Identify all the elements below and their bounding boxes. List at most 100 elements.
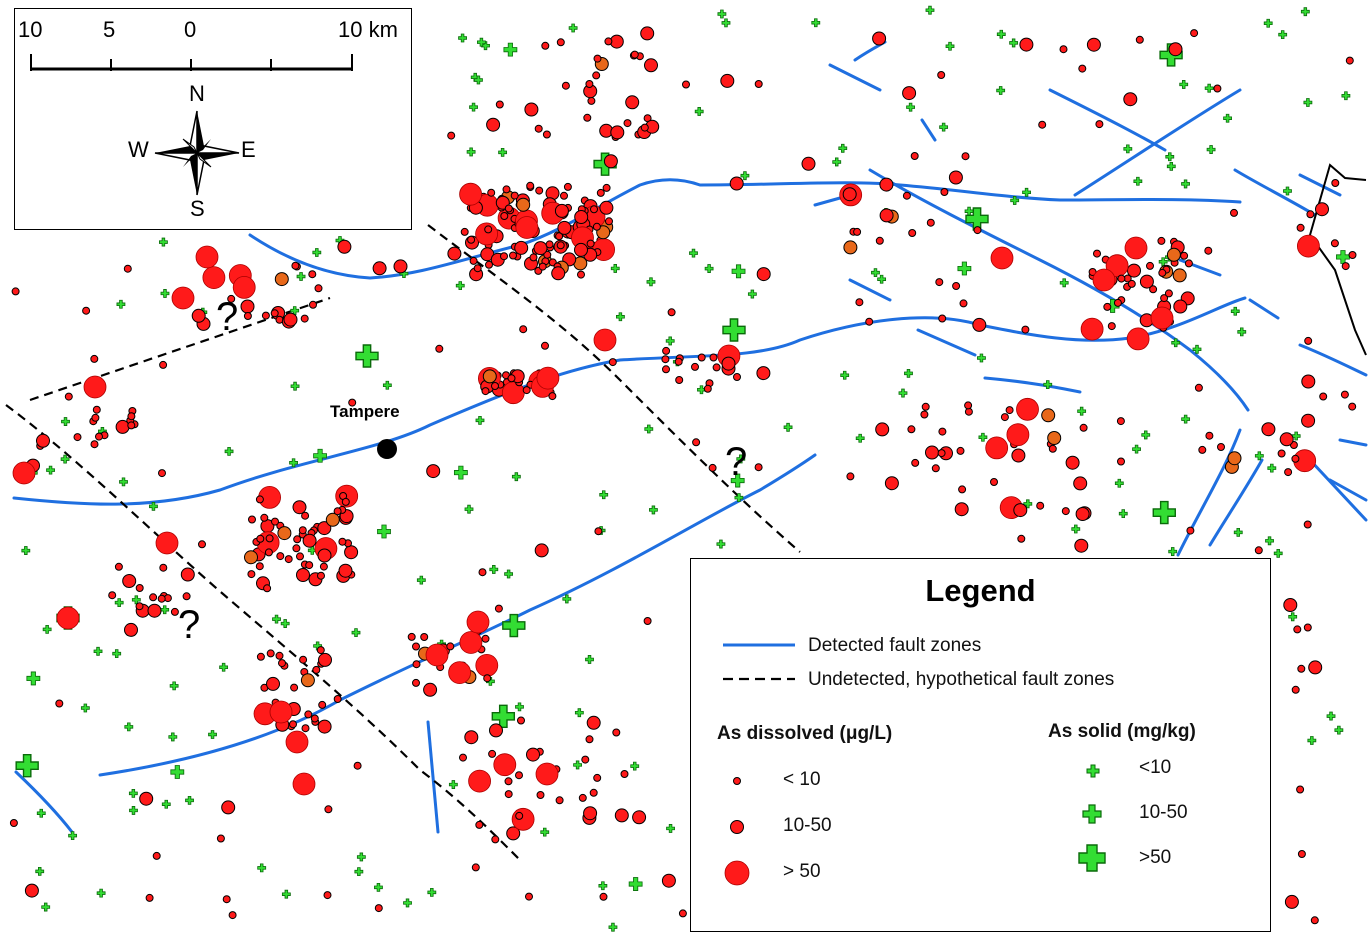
dissolved-sample-marker	[459, 182, 483, 206]
dissolved-sample-marker	[420, 633, 429, 641]
dissolved-sample-marker	[475, 654, 499, 677]
solid-sample-marker	[80, 703, 90, 713]
dissolved-sample-marker	[720, 73, 735, 88]
dissolved-sample-marker	[678, 909, 687, 918]
dissolved-sample-marker	[583, 113, 592, 122]
dissolved-sample-marker	[756, 366, 771, 381]
solid-sample-marker	[721, 18, 731, 28]
solid-sample-marker	[832, 157, 842, 167]
dissolved-sample-marker	[843, 240, 858, 255]
dissolved-sample-marker	[83, 375, 107, 399]
dissolved-sample-marker	[911, 458, 920, 467]
dissolved-sample-marker	[1127, 279, 1136, 288]
dissolved-sample-marker	[124, 622, 138, 637]
solid-sample-marker	[1043, 380, 1053, 390]
solid-sample-marker	[1233, 527, 1243, 537]
solid-sample-marker	[112, 649, 122, 659]
dissolved-sample-marker	[1117, 274, 1126, 283]
dissolved-sample-marker	[620, 770, 629, 778]
legend-undetected-label: Undetected, hypothetical fault zones	[808, 669, 1115, 690]
dissolved-sample-marker	[625, 95, 640, 110]
scale-tick-label: 10	[18, 17, 43, 42]
solid-sample-marker	[477, 37, 486, 47]
dissolved-sample-marker	[1306, 210, 1315, 219]
dissolved-sample-marker	[446, 642, 455, 651]
dissolved-sample-marker	[135, 584, 144, 592]
dissolved-sample-marker	[593, 54, 602, 63]
dissolved-sample-marker	[337, 239, 352, 254]
dissolved-sample-marker	[191, 308, 206, 323]
dissolved-sample-marker	[1075, 507, 1090, 521]
solid-sample-marker	[689, 248, 698, 258]
dissolved-sample-marker	[260, 513, 269, 522]
dissolved-sample-marker	[502, 185, 511, 194]
dissolved-sample-marker	[317, 719, 332, 734]
solid-sample-marker	[644, 424, 654, 434]
solid-sample-marker	[1283, 186, 1292, 196]
dissolved-sample-marker	[338, 537, 347, 546]
dissolved-sample-marker	[318, 700, 327, 709]
solid-sample-marker	[1168, 547, 1178, 556]
dissolved-sample-marker	[555, 796, 564, 805]
dissolved-sample-marker	[1017, 534, 1026, 543]
dissolved-sample-marker	[198, 540, 206, 549]
solid-sample-marker	[185, 795, 194, 805]
dissolved-sample-marker	[937, 449, 946, 458]
dissolved-sample-marker	[152, 851, 161, 860]
dissolved-sample-marker	[158, 469, 166, 478]
dissolved-sample-marker	[11, 287, 20, 296]
dissolved-sample-marker	[471, 863, 480, 872]
dissolved-sample-marker	[448, 661, 472, 684]
solid-sample-marker	[1152, 500, 1176, 525]
dissolved-sample-marker	[228, 911, 237, 920]
dissolved-sample-marker	[853, 227, 862, 236]
legend-solid-heading: As solid (mg/kg)	[1048, 721, 1196, 742]
solid-sample-marker	[68, 831, 78, 840]
dissolved-sample-marker	[514, 240, 529, 255]
dissolved-sample-marker	[1297, 850, 1306, 858]
solid-large-icon	[1078, 844, 1106, 872]
dissolved-sample-marker	[300, 673, 315, 688]
dissolved-sample-marker	[1059, 45, 1068, 54]
dissolved-sample-marker	[1103, 302, 1112, 311]
solid-sample-marker	[1336, 250, 1350, 264]
dissolved-sample-marker	[489, 723, 503, 738]
dissolved-sample-marker	[1000, 413, 1009, 422]
dissolved-sample-marker	[304, 710, 313, 719]
dissolved-sample-marker	[292, 500, 307, 515]
dissolved-sample-marker	[1284, 468, 1293, 477]
dissolved-sample-marker	[1291, 685, 1300, 694]
dissolved-sample-marker	[1146, 261, 1154, 270]
dissolved-sample-marker	[667, 308, 676, 317]
dissolved-sample-marker	[36, 433, 50, 448]
dissolved-sample-marker	[500, 252, 508, 261]
hypothetical-fault-line-icon	[723, 677, 795, 681]
solid-sample-marker	[1265, 536, 1274, 546]
dissolved-sample-marker	[9, 819, 18, 827]
dissolved-sample-marker	[954, 502, 969, 517]
dissolved-sample-marker	[907, 425, 916, 434]
dissolved-sample-marker	[491, 382, 499, 390]
dissolved-sample-marker	[541, 341, 549, 350]
solid-sample-marker	[697, 385, 706, 395]
dissolved-sample-marker	[1005, 406, 1014, 415]
solid-sample-marker	[1179, 80, 1189, 89]
dissolved-sample-marker	[507, 374, 516, 383]
dissolved-sample-marker	[534, 543, 549, 558]
solid-sample-marker	[1118, 509, 1128, 519]
dissolved-sample-marker	[296, 552, 304, 561]
dissolved-sample-marker	[586, 715, 601, 730]
dissolved-sample-marker	[475, 222, 499, 246]
dissolved-sample-marker	[407, 632, 416, 641]
dissolved-sample-marker	[114, 562, 123, 571]
dissolved-sample-marker	[482, 369, 497, 384]
solid-sample-marker	[666, 824, 675, 833]
dissolved-sample-marker	[195, 245, 219, 269]
dissolved-sample-marker	[661, 873, 676, 888]
dissolved-sample-marker	[145, 893, 154, 902]
legend-dissolved-class: > 50	[783, 861, 821, 882]
solid-sample-marker	[1181, 414, 1191, 424]
solid-sample-marker	[374, 882, 383, 892]
dissolved-sample-marker	[662, 365, 670, 374]
dissolved-sample-marker	[1254, 546, 1263, 555]
